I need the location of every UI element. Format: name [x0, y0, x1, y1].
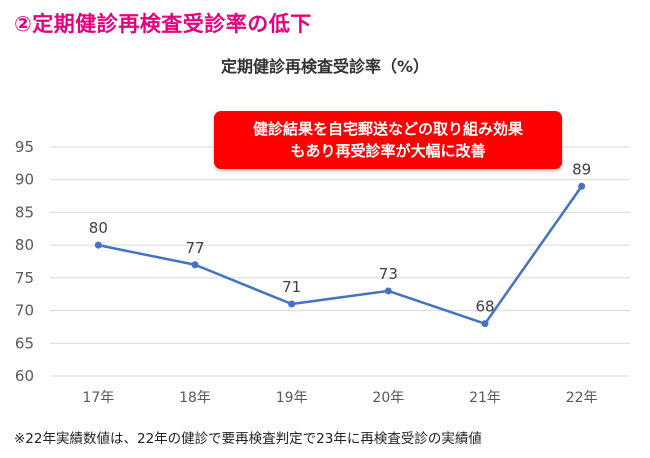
y-tick-label: 65 [15, 334, 34, 352]
y-tick-label: 85 [15, 203, 34, 221]
data-label: 80 [89, 219, 108, 237]
data-point [578, 182, 586, 190]
x-tick-label: 20年 [372, 390, 404, 406]
callout-box: 健診結果を自宅郵送などの取り組み効果 もあり再受診率が大幅に改善 [214, 111, 562, 169]
gridlines [50, 146, 630, 377]
data-label: 68 [475, 298, 494, 316]
series-line [98, 185, 583, 325]
data-label: 71 [282, 278, 301, 296]
y-tick-label: 95 [15, 138, 34, 156]
data-point [384, 287, 392, 295]
page-heading: ②定期健診再検査受診率の低下 [14, 12, 312, 36]
x-tick-label: 17年 [82, 390, 114, 406]
data-label: 77 [185, 239, 204, 257]
x-tick-label: 19年 [276, 390, 308, 406]
y-tick-label: 90 [15, 171, 34, 189]
data-label: 89 [572, 160, 591, 178]
y-tick-label: 80 [15, 236, 34, 254]
callout-line-2: もあり再受診率が大幅に改善 [290, 142, 486, 160]
y-tick-label: 60 [15, 367, 34, 385]
y-tick-label: 70 [15, 302, 34, 320]
callout-line-1: 健診結果を自宅郵送などの取り組み効果 [252, 120, 523, 138]
data-point [288, 300, 296, 308]
y-tick-label: 75 [15, 269, 34, 287]
data-labels: 80 77 71 73 68 89 [89, 160, 591, 315]
x-tick-label: 22年 [566, 390, 598, 406]
x-tick-label: 18年 [179, 390, 211, 406]
footnote: ※22年実績数値は、22年の健診で要再検査判定で23年に再検査受診の実績値 [14, 431, 482, 447]
data-point [94, 241, 102, 249]
chart-title: 定期健診再検査受診率（%） [220, 57, 430, 76]
data-point [481, 320, 489, 328]
series-line-layer [94, 182, 586, 328]
y-axis-ticks: 60 65 70 75 80 85 90 95 [15, 138, 34, 385]
data-label: 73 [379, 265, 398, 283]
data-point [191, 261, 199, 269]
x-tick-label: 21年 [469, 390, 501, 406]
x-axis-ticks: 17年 18年 19年 20年 21年 22年 [82, 390, 597, 406]
